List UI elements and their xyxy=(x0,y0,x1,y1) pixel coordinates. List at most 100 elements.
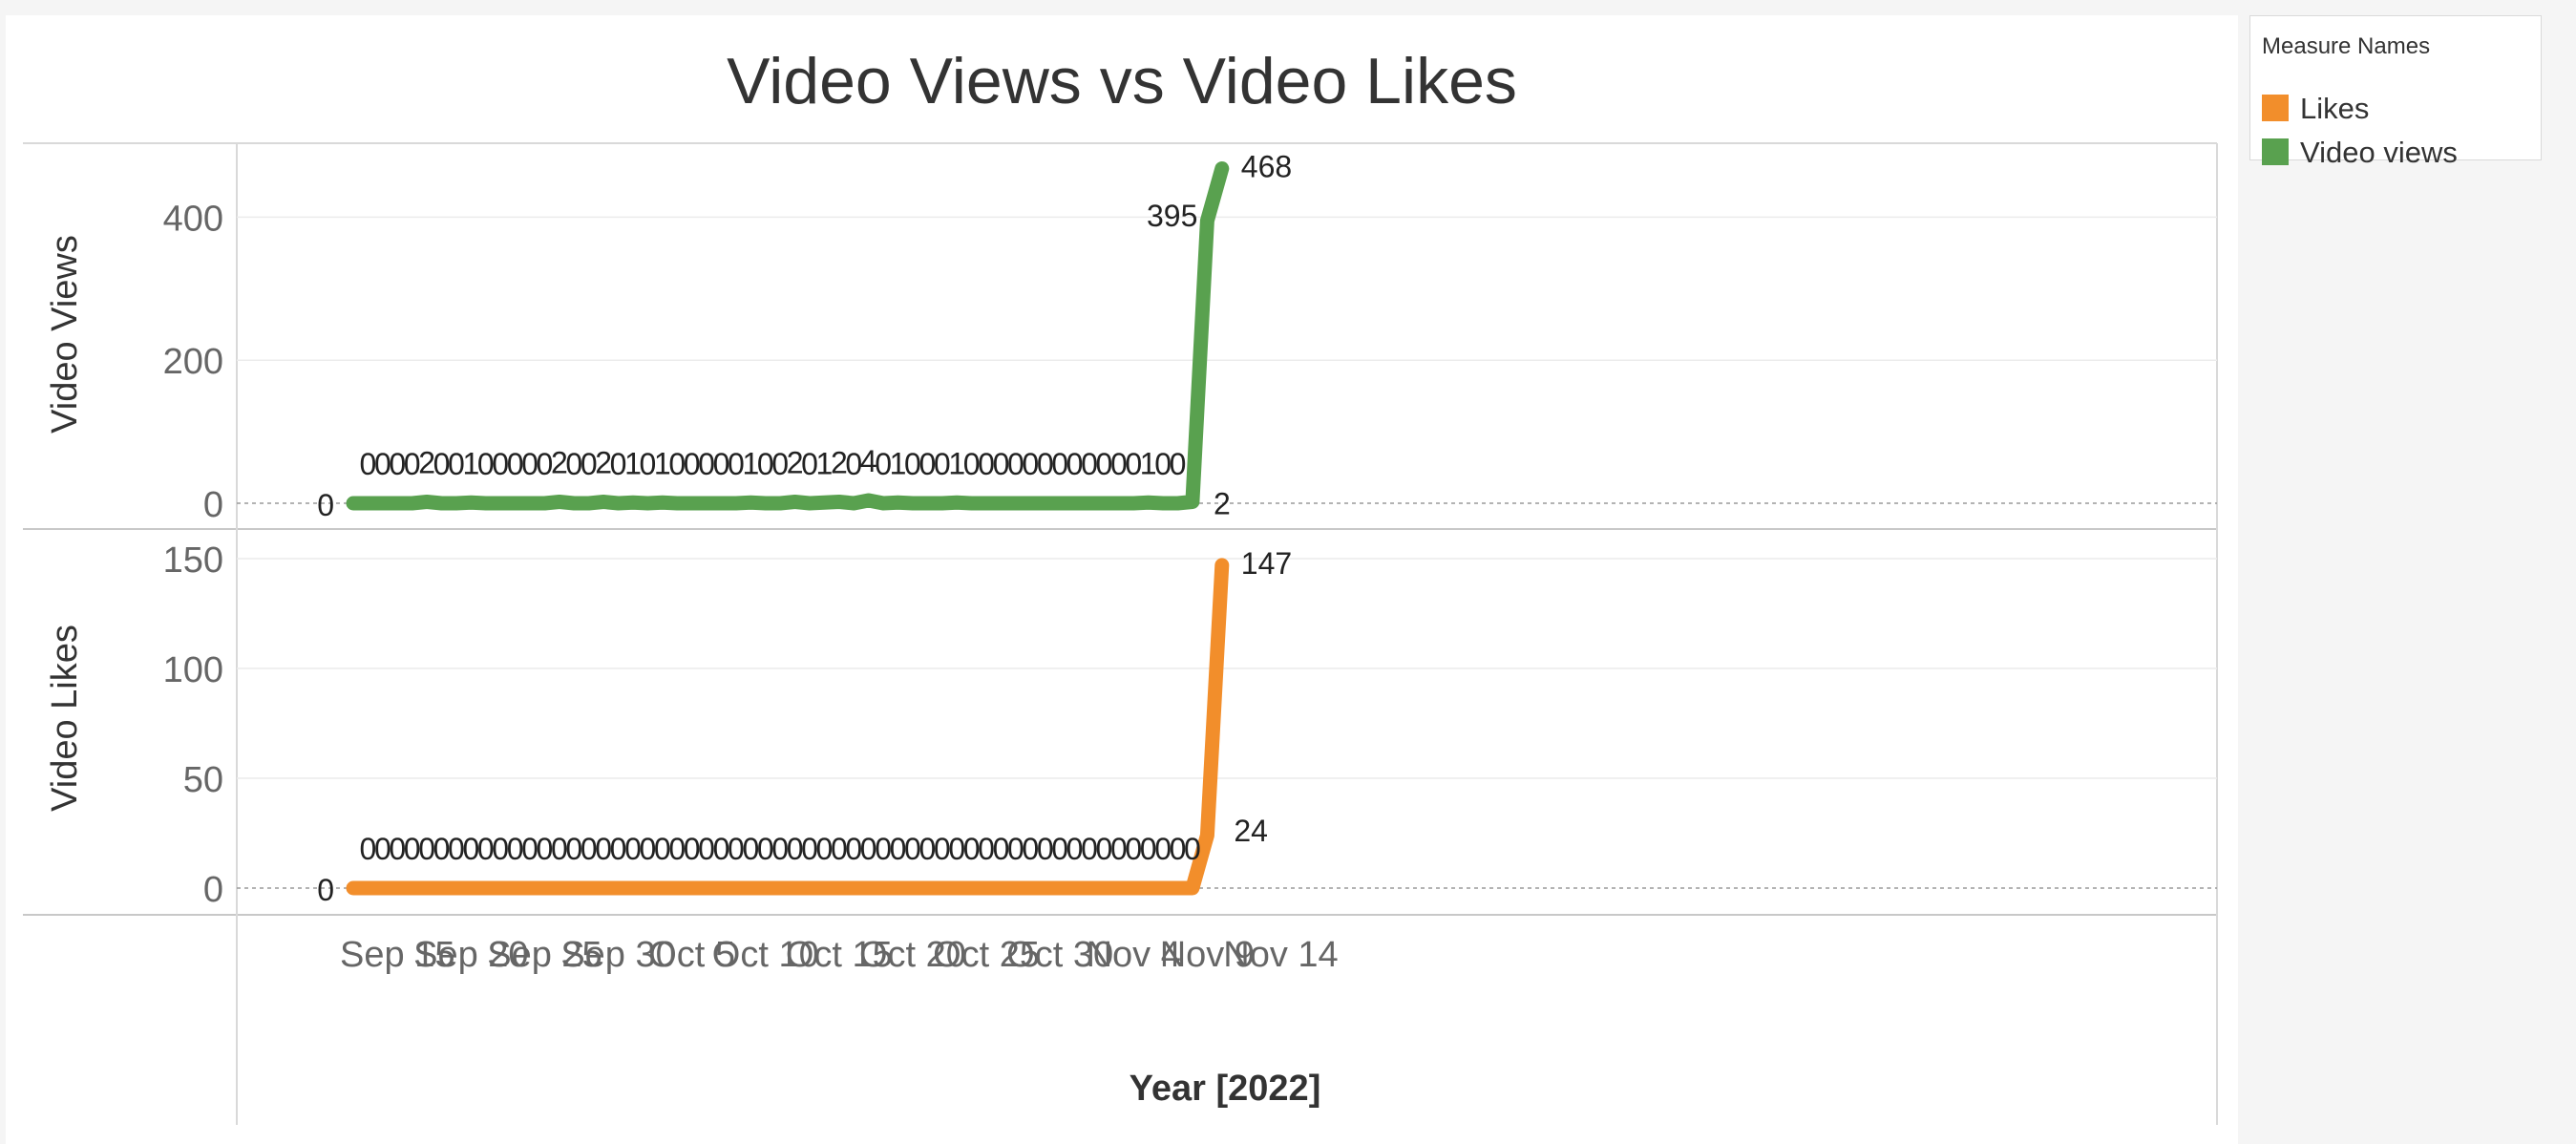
data-label-views: 0 xyxy=(1125,447,1142,481)
y-tick-label-likes: 50 xyxy=(183,760,223,800)
data-label-views: 0 xyxy=(757,447,774,481)
data-label-likes: 0 xyxy=(668,832,686,866)
x-tick-label: Oct 10 xyxy=(712,935,819,975)
data-label-views: 0 xyxy=(904,447,921,481)
data-label-likes: 0 xyxy=(713,832,730,866)
y-tick-label-likes: 100 xyxy=(163,650,223,690)
data-label-views: 468 xyxy=(1241,149,1292,183)
data-label-likes: 0 xyxy=(1022,832,1039,866)
data-label-likes: 0 xyxy=(1184,832,1201,866)
data-label-likes: 0 xyxy=(492,832,509,866)
data-label-views: 0 xyxy=(581,447,598,481)
x-tick-label: Nov 4 xyxy=(1087,935,1181,975)
y-tick-label-views: 400 xyxy=(163,199,223,239)
legend-swatch-likes xyxy=(2262,94,2289,121)
data-label-views: 0 xyxy=(1022,447,1039,481)
data-label-views: 1 xyxy=(624,446,642,480)
legend-item-likes[interactable]: Likes xyxy=(2262,87,2369,131)
data-label-views: 0 xyxy=(1051,447,1068,481)
data-label-likes: 0 xyxy=(875,832,892,866)
data-label-likes: 0 xyxy=(1154,832,1172,866)
data-label-views: 0 xyxy=(771,447,789,481)
data-label-views: 0 xyxy=(1096,447,1113,481)
data-label-likes: 0 xyxy=(771,832,789,866)
data-label-likes: 0 xyxy=(845,832,862,866)
series-line-views xyxy=(346,161,1230,511)
data-label-views: 0 xyxy=(918,447,936,481)
x-tick-label: Nov 9 xyxy=(1160,935,1255,975)
data-label-likes: 0 xyxy=(507,832,524,866)
legend-label-likes: Likes xyxy=(2300,92,2370,125)
data-label-views: 0 xyxy=(1007,447,1024,481)
chart-title: Video Views vs Video Likes xyxy=(727,45,1517,117)
data-label-views: 1 xyxy=(948,446,965,480)
data-label-likes: 0 xyxy=(610,832,627,866)
data-label-views: 1 xyxy=(890,446,907,480)
data-label-views: 0 xyxy=(492,447,509,481)
data-label-likes: 0 xyxy=(360,832,377,866)
data-label-views: 2 xyxy=(595,446,612,480)
data-label-views: 0 xyxy=(433,447,451,481)
data-label-likes: 0 xyxy=(448,832,465,866)
data-label-views: 0 xyxy=(448,447,465,481)
data-label-views: 0 xyxy=(317,488,334,522)
data-label-views: 0 xyxy=(404,447,421,481)
data-label-likes: 0 xyxy=(404,832,421,866)
data-label-views: 0 xyxy=(978,447,995,481)
y-tick-label-views: 0 xyxy=(203,485,223,525)
data-label-views: 0 xyxy=(668,447,686,481)
data-label-views: 0 xyxy=(1081,447,1098,481)
data-label-views: 0 xyxy=(698,447,715,481)
series-line-likes xyxy=(346,558,1230,896)
data-label-likes: 0 xyxy=(317,873,334,907)
data-label-likes: 0 xyxy=(1125,832,1142,866)
x-tick-label: Oct 30 xyxy=(1006,935,1113,975)
data-label-likes: 0 xyxy=(1066,832,1084,866)
data-label-views: 0 xyxy=(374,447,391,481)
data-label-likes: 0 xyxy=(1110,832,1128,866)
data-label-likes: 0 xyxy=(1140,832,1157,866)
data-label-likes: 0 xyxy=(418,832,435,866)
data-label-likes: 0 xyxy=(640,832,657,866)
data-label-likes: 24 xyxy=(1234,814,1268,848)
data-label-views: 0 xyxy=(875,447,892,481)
data-label-likes: 0 xyxy=(624,832,642,866)
data-label-likes: 0 xyxy=(742,832,759,866)
data-label-likes: 0 xyxy=(521,832,538,866)
data-label-views: 1 xyxy=(816,446,834,480)
data-label-likes: 147 xyxy=(1241,546,1292,581)
data-label-likes: 0 xyxy=(1170,832,1187,866)
data-label-views: 0 xyxy=(477,447,495,481)
chart-background xyxy=(6,15,2238,1144)
y-tick-label-likes: 0 xyxy=(203,870,223,910)
data-label-likes: 0 xyxy=(1037,832,1054,866)
y-axis-title-views: Video Views xyxy=(45,235,85,434)
legend-swatch-video-views xyxy=(2262,138,2289,165)
data-label-views: 2 xyxy=(1214,487,1231,521)
data-label-views: 0 xyxy=(801,447,818,481)
data-label-views: 395 xyxy=(1147,199,1197,233)
data-label-views: 0 xyxy=(389,447,406,481)
data-label-views: 0 xyxy=(610,447,627,481)
data-label-likes: 0 xyxy=(831,832,848,866)
y-tick-label-likes: 150 xyxy=(163,540,223,581)
data-label-likes: 0 xyxy=(918,832,936,866)
x-tick-label: Sep 20 xyxy=(413,935,528,975)
data-label-likes: 0 xyxy=(684,832,701,866)
y-tick-label-views: 200 xyxy=(163,342,223,382)
data-label-likes: 0 xyxy=(801,832,818,866)
data-label-views: 2 xyxy=(831,446,848,480)
data-label-views: 0 xyxy=(521,447,538,481)
data-label-views: 1 xyxy=(462,446,479,480)
x-axis-title: Year [2022] xyxy=(1130,1069,1321,1109)
data-label-likes: 0 xyxy=(477,832,495,866)
x-tick-label: Sep 25 xyxy=(487,935,602,975)
data-label-likes: 0 xyxy=(1096,832,1113,866)
data-label-likes: 0 xyxy=(890,832,907,866)
legend-item-video-views[interactable]: Video views xyxy=(2262,131,2458,175)
data-label-likes: 0 xyxy=(904,832,921,866)
data-label-likes: 0 xyxy=(537,832,554,866)
data-label-likes: 0 xyxy=(565,832,582,866)
y-axis-title-likes: Video Likes xyxy=(45,625,85,812)
